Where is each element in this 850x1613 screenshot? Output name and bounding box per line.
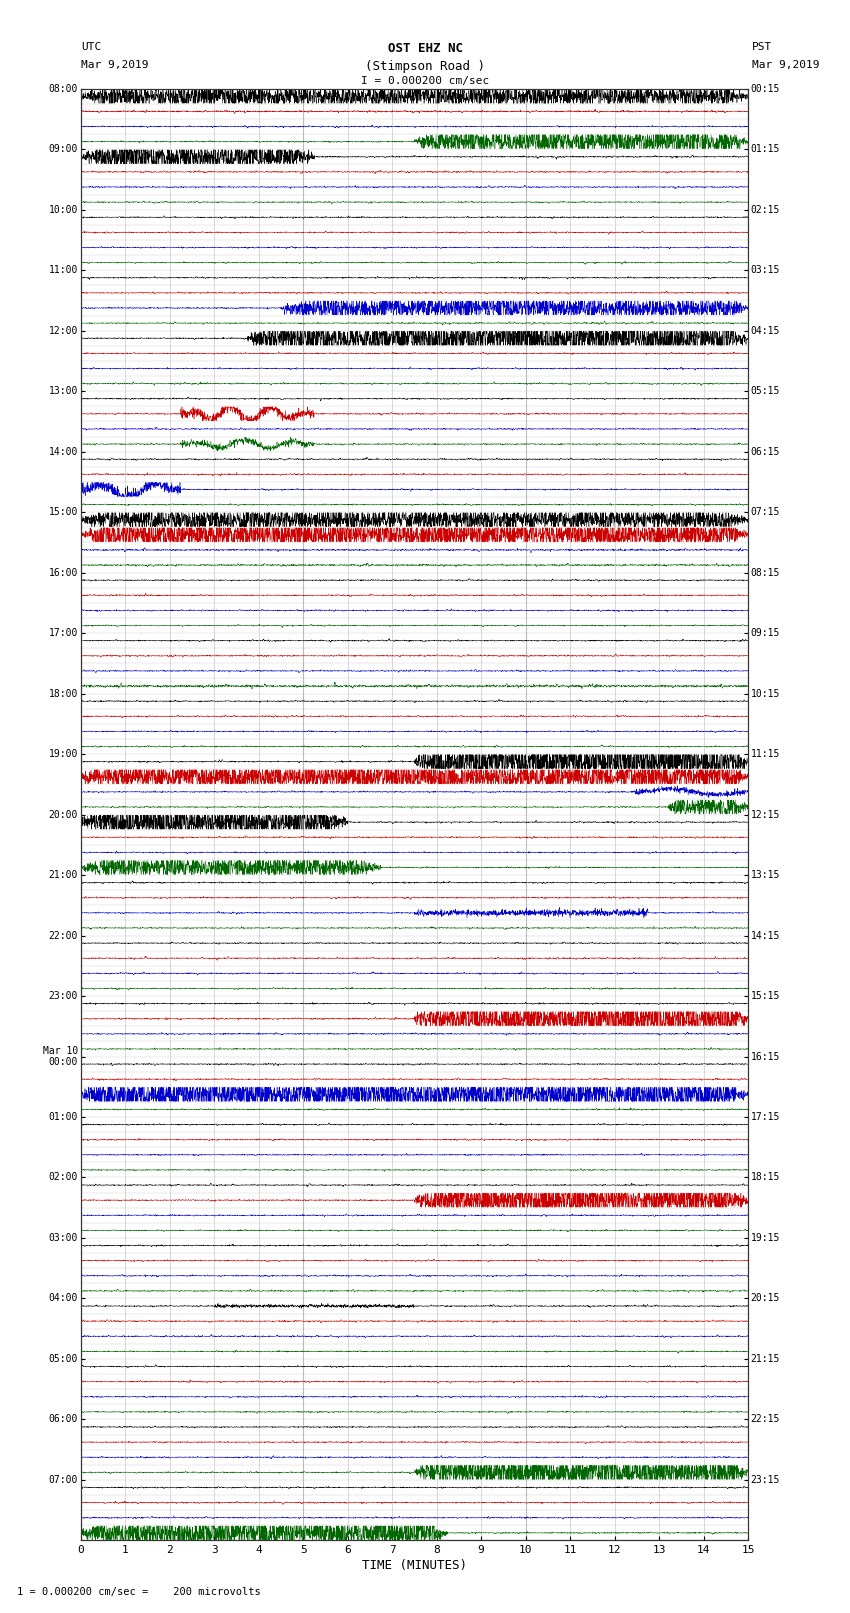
Text: 1 = 0.000200 cm/sec =    200 microvolts: 1 = 0.000200 cm/sec = 200 microvolts (17, 1587, 261, 1597)
Text: (Stimpson Road ): (Stimpson Road ) (365, 60, 485, 73)
Text: Mar 9,2019: Mar 9,2019 (752, 60, 819, 69)
Text: PST: PST (752, 42, 773, 52)
X-axis label: TIME (MINUTES): TIME (MINUTES) (362, 1560, 467, 1573)
Text: OST EHZ NC: OST EHZ NC (388, 42, 462, 55)
Text: I = 0.000200 cm/sec: I = 0.000200 cm/sec (361, 76, 489, 85)
Text: UTC: UTC (81, 42, 101, 52)
Text: Mar 9,2019: Mar 9,2019 (81, 60, 148, 69)
